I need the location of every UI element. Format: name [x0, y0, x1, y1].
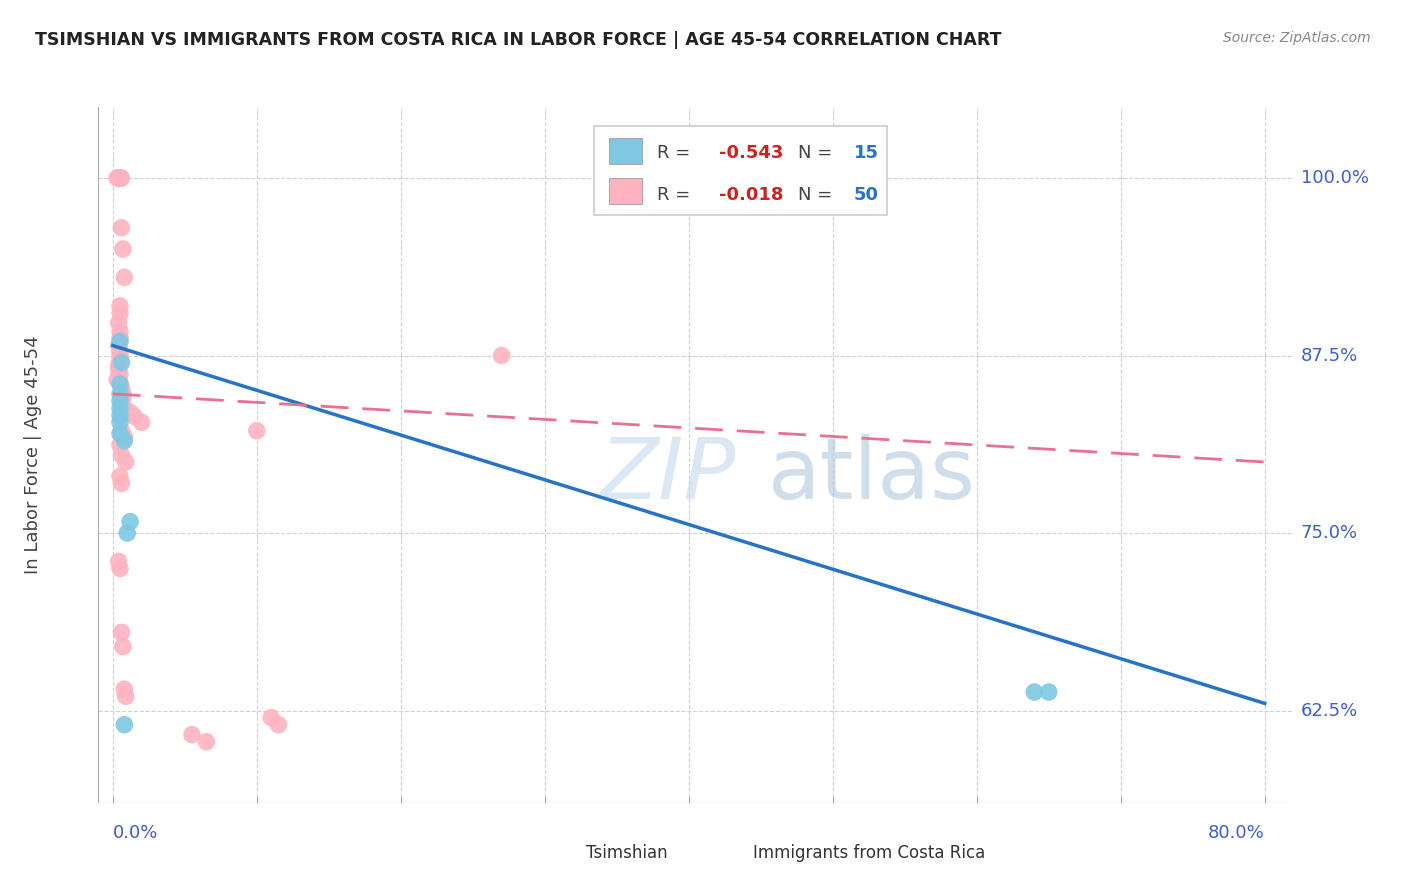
Point	[108, 469, 131, 483]
Text: 15: 15	[853, 144, 879, 161]
Point	[108, 344, 131, 359]
Point	[107, 338, 129, 352]
Point	[112, 401, 135, 415]
FancyBboxPatch shape	[595, 126, 887, 215]
Point	[110, 625, 132, 640]
Point	[124, 409, 146, 424]
Point	[108, 306, 131, 320]
Point	[131, 415, 153, 429]
Point	[108, 561, 131, 575]
Point	[108, 394, 131, 409]
Text: atlas: atlas	[768, 434, 976, 517]
Text: 50: 50	[853, 186, 879, 204]
Point	[111, 391, 134, 405]
Point	[107, 554, 129, 568]
Text: TSIMSHIAN VS IMMIGRANTS FROM COSTA RICA IN LABOR FORCE | AGE 45-54 CORRELATION C: TSIMSHIAN VS IMMIGRANTS FROM COSTA RICA …	[35, 31, 1001, 49]
Bar	[553, 842, 579, 864]
Point	[120, 515, 142, 529]
Point	[105, 373, 128, 387]
Text: Source: ZipAtlas.com: Source: ZipAtlas.com	[1223, 31, 1371, 45]
Point	[108, 325, 131, 339]
Point	[112, 717, 135, 731]
Point	[1038, 685, 1060, 699]
Point	[107, 362, 129, 376]
Text: N =: N =	[797, 186, 838, 204]
Point	[110, 171, 132, 186]
Text: 87.5%: 87.5%	[1301, 346, 1358, 365]
Point	[107, 359, 129, 373]
Point	[108, 387, 131, 401]
Bar	[720, 842, 747, 864]
Point	[108, 352, 131, 367]
Point	[112, 682, 135, 697]
Point	[108, 299, 131, 313]
Point	[110, 381, 132, 395]
Text: N =: N =	[797, 144, 838, 161]
Text: 75.0%: 75.0%	[1301, 524, 1358, 542]
Point	[110, 356, 132, 370]
Point	[108, 171, 131, 186]
Point	[108, 376, 131, 391]
Text: ZIP: ZIP	[600, 434, 737, 517]
Point	[105, 171, 128, 186]
Point	[108, 376, 131, 391]
Point	[110, 476, 132, 491]
Point	[108, 415, 131, 429]
Bar	[609, 178, 643, 204]
Point	[108, 408, 131, 422]
Point	[108, 171, 131, 186]
Point	[108, 334, 131, 349]
Point	[120, 405, 142, 419]
Point	[1024, 685, 1046, 699]
Point	[181, 728, 204, 742]
Point	[108, 349, 131, 363]
Point	[114, 690, 136, 704]
Point	[114, 455, 136, 469]
Bar	[609, 137, 643, 164]
Point	[110, 220, 132, 235]
Point	[110, 448, 132, 462]
Point	[111, 387, 134, 401]
Point	[108, 401, 131, 415]
Point	[260, 710, 283, 724]
Point	[107, 171, 129, 186]
Text: R =: R =	[657, 144, 696, 161]
Point	[115, 526, 138, 541]
Point	[108, 331, 131, 345]
Point	[108, 426, 131, 441]
Text: 0.0%: 0.0%	[112, 824, 159, 842]
Point	[110, 395, 132, 409]
Point	[112, 270, 135, 285]
Point	[107, 316, 129, 330]
Point	[246, 424, 269, 438]
Point	[112, 429, 135, 443]
Point	[267, 717, 290, 731]
Point	[108, 438, 131, 452]
Point	[491, 349, 513, 363]
Point	[112, 434, 135, 448]
Point	[110, 424, 132, 438]
Text: Immigrants from Costa Rica: Immigrants from Costa Rica	[754, 844, 986, 862]
Text: Tsimshian: Tsimshian	[586, 844, 668, 862]
Point	[195, 735, 218, 749]
Point	[111, 640, 134, 654]
Text: -0.018: -0.018	[718, 186, 783, 204]
Text: -0.543: -0.543	[718, 144, 783, 161]
Text: 80.0%: 80.0%	[1208, 824, 1265, 842]
Text: 62.5%: 62.5%	[1301, 701, 1358, 720]
Text: In Labor Force | Age 45-54: In Labor Force | Age 45-54	[24, 335, 42, 574]
Point	[111, 242, 134, 256]
Text: 100.0%: 100.0%	[1301, 169, 1368, 187]
Point	[108, 171, 131, 186]
Point	[108, 367, 131, 381]
Text: R =: R =	[657, 186, 696, 204]
